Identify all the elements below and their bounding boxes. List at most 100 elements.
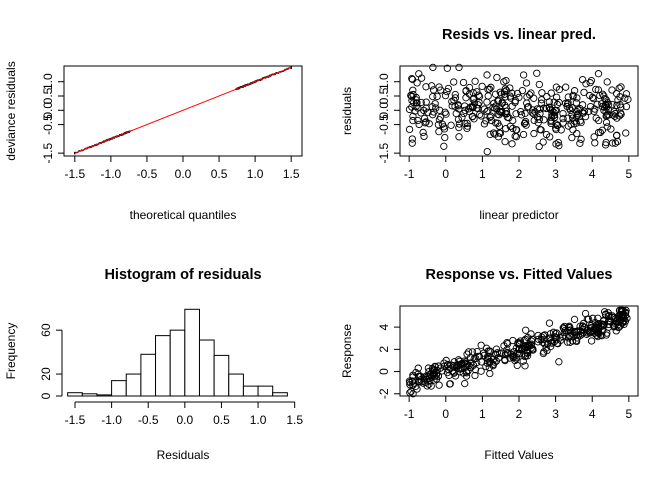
rvp-point — [594, 128, 603, 137]
rvp-point — [607, 125, 615, 133]
rvf-point — [573, 334, 582, 342]
qq-point — [281, 70, 284, 73]
rvp-point — [490, 99, 498, 107]
rvf-point — [434, 362, 443, 370]
rvp-point — [578, 101, 587, 109]
rvp-point — [502, 76, 510, 85]
rvp-point — [608, 139, 617, 147]
rvp-point — [478, 82, 486, 91]
rvp-point — [455, 133, 463, 141]
rvf-point — [545, 319, 554, 327]
rvf-point — [521, 362, 529, 370]
rvp-point — [441, 91, 450, 100]
rvp-point — [517, 107, 525, 116]
qq-point — [253, 82, 255, 84]
rvp-point — [588, 93, 597, 102]
rvp-point — [577, 118, 585, 127]
rvf-point — [428, 366, 437, 374]
rvp-point — [483, 108, 491, 116]
qq-point — [122, 133, 124, 136]
hist-bar — [111, 380, 127, 397]
rvp-point — [539, 138, 547, 146]
qq-point — [285, 69, 287, 71]
rvp-point — [552, 83, 561, 91]
rvp-point — [483, 98, 491, 106]
rvf-point — [492, 350, 500, 359]
rvf-point — [540, 348, 548, 356]
x-tick-label: 1.5 — [283, 167, 300, 181]
y-tick-label: 0.5 — [41, 87, 55, 104]
rvp-point — [563, 102, 571, 111]
rvp-point — [483, 147, 491, 156]
rvf-point — [520, 344, 528, 352]
rvp-point — [587, 76, 596, 85]
x-tick-label: 0 — [442, 167, 449, 181]
qq-point — [244, 84, 246, 86]
rvp-point — [622, 129, 630, 137]
rvp-point — [440, 125, 449, 133]
rvp-point — [573, 107, 581, 116]
rvp-point — [474, 104, 482, 113]
rvp-point — [477, 112, 485, 120]
rvp-point — [552, 106, 561, 115]
rvp-x-axis-label: linear predictor — [479, 208, 558, 222]
rvf-point — [523, 343, 531, 351]
x-tick-label: 1.0 — [247, 167, 264, 181]
rvf-point — [471, 371, 479, 380]
rvp-point — [580, 88, 588, 97]
rvp-point — [537, 99, 546, 107]
rvp-point — [484, 92, 492, 100]
rvf-point — [539, 332, 548, 340]
rvp-point — [519, 130, 528, 139]
rvf-point — [464, 348, 473, 356]
rvf-point — [436, 364, 445, 372]
rvp-point — [528, 109, 537, 117]
rvp-point — [530, 116, 538, 125]
rvp-point — [617, 83, 625, 91]
rvp-point — [435, 127, 443, 136]
rvp-y-axis-label: residuals — [340, 87, 354, 135]
x-tick-label: -1.5 — [65, 413, 86, 427]
rvp-point — [429, 111, 437, 119]
qq-reference-line — [74, 66, 292, 154]
rvf-y-axis: -2 0 2 4 — [377, 323, 401, 399]
rvf-point — [503, 338, 511, 347]
rvp-x-axis: -1 0 1 2 3 4 5 — [404, 155, 633, 181]
rvf-x-axis: -1 0 1 2 3 4 5 — [404, 395, 633, 421]
qq-point — [283, 70, 285, 72]
rvp-point — [568, 133, 576, 142]
rvp-point — [502, 86, 511, 95]
rvp-point — [621, 94, 629, 102]
qq-x-axis-label: theoretical quantiles — [130, 208, 237, 222]
rvp-y-axis: -1.5 -0.50.00.51.0 — [377, 73, 401, 163]
rvp-point — [576, 139, 584, 147]
rvp-point — [501, 85, 509, 93]
rvp-point — [592, 114, 600, 122]
rvp-point — [440, 142, 448, 150]
rvp-point — [408, 96, 416, 105]
qq-point — [249, 82, 251, 84]
x-tick-label: 1 — [479, 407, 486, 421]
rvp-point — [600, 92, 608, 100]
rvp-point — [503, 110, 511, 118]
rvf-point — [595, 320, 603, 328]
rvf-point — [480, 349, 488, 357]
rvp-point — [555, 142, 563, 150]
x-tick-label: 0.0 — [176, 413, 193, 427]
qq-point — [267, 76, 269, 78]
rvf-point — [553, 329, 561, 337]
rvp-point — [498, 109, 506, 117]
rvp-point — [622, 102, 631, 111]
rvp-point — [614, 96, 622, 104]
rvp-point — [450, 78, 458, 86]
qq-point — [270, 75, 272, 77]
rvf-point — [413, 385, 421, 393]
rvp-point — [569, 126, 577, 134]
rvf-point — [523, 352, 532, 360]
x-tick-label: -1.0 — [101, 413, 122, 427]
x-tick-label: 3 — [552, 167, 559, 181]
rvf-point — [456, 365, 464, 373]
rvf-point — [461, 379, 469, 388]
x-tick-label: -1 — [404, 167, 415, 181]
